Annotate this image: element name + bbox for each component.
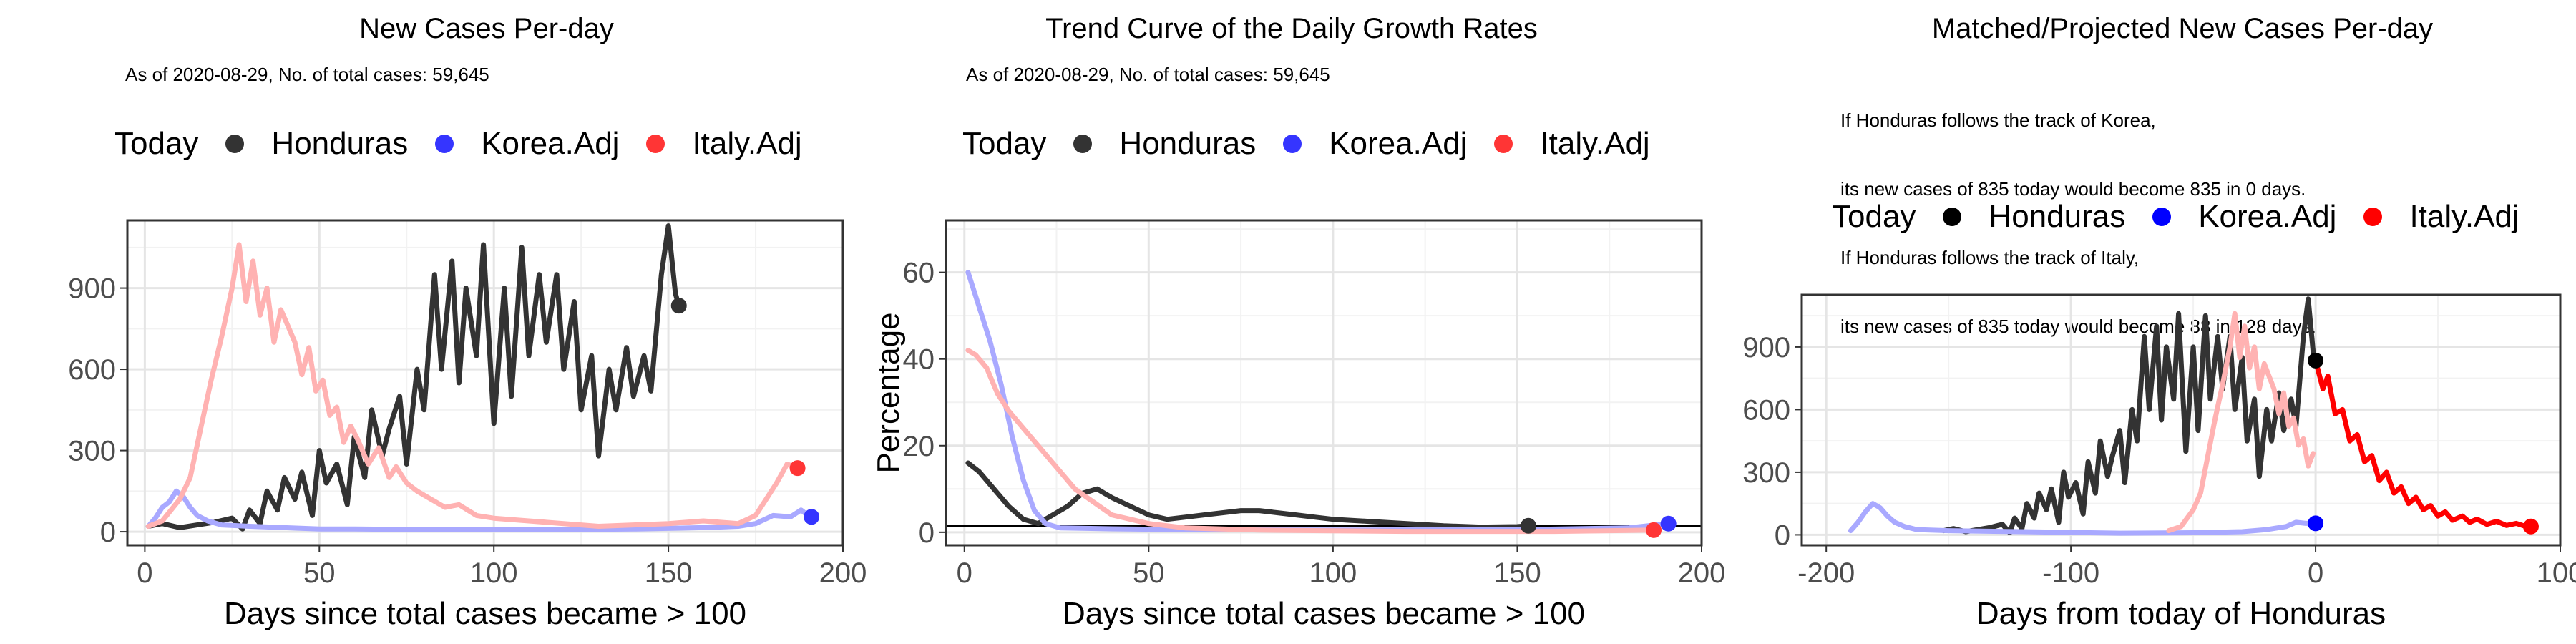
legend-item-italy: Italy.Adj: [2363, 199, 2519, 235]
series-line-korea: [145, 488, 814, 532]
panel-growth-rates: Trend Curve of the Daily Growth Rates As…: [859, 0, 1725, 644]
legend-dot-honduras: [225, 135, 245, 153]
legend-label-honduras: Honduras: [271, 126, 409, 161]
series-line-italy: [145, 242, 801, 529]
legend: Today Honduras Korea.Adj Italy.Adj: [1832, 199, 2519, 235]
legend-label-honduras: Honduras: [1989, 199, 2126, 234]
series-line-italy_proj: [2313, 358, 2534, 530]
today-point-korea: [1660, 515, 1677, 532]
chart-title: New Cases Per-day: [359, 13, 614, 44]
today-point-korea: [2308, 515, 2324, 532]
x-tick-label: 150: [1493, 557, 1541, 589]
plot-border: [1800, 293, 2562, 547]
y-tick-label: 0: [1775, 519, 1790, 551]
legend-dot-italy: [2363, 208, 2383, 226]
legend-item-korea: Korea.Adj: [435, 126, 619, 162]
y-tick-label: 40: [903, 344, 935, 376]
x-tick-label: 0: [957, 557, 972, 589]
x-tick-label: 200: [819, 557, 867, 589]
x-tick-label: 50: [303, 557, 336, 589]
x-tick-label: -100: [2042, 557, 2099, 589]
legend-item-italy: Italy.Adj: [1494, 126, 1650, 162]
subtitle-line: its new cases of 835 today would become …: [1840, 178, 2306, 200]
legend-label-honduras: Honduras: [1119, 126, 1257, 161]
y-tick-label: 900: [68, 273, 116, 305]
x-tick-label: 200: [1678, 557, 1726, 589]
series-line-honduras: [965, 460, 1531, 530]
series-line-italy: [2166, 311, 2316, 534]
chart-title: Trend Curve of the Daily Growth Rates: [1045, 13, 1538, 44]
x-tick-label: 100: [1309, 557, 1357, 589]
panel-new-cases: New Cases Per-day As of 2020-08-29, No. …: [0, 0, 867, 644]
legend-dot-honduras: [1073, 135, 1093, 153]
legend-dot-honduras: [1943, 208, 1962, 226]
plot-border: [126, 219, 844, 547]
legend-label-italy: Italy.Adj: [2409, 199, 2519, 234]
y-tick-label: 0: [100, 517, 116, 548]
x-axis-label: Days from today of Honduras: [1976, 596, 2386, 631]
subtitle-line: If Honduras follows the track of Korea,: [1840, 109, 2156, 131]
legend-item-honduras: Honduras: [1073, 126, 1256, 162]
panel-projected: Matched/Projected New Cases Per-day If H…: [1717, 0, 2576, 644]
series-line-honduras: [145, 223, 682, 532]
legend-label-korea: Korea.Adj: [2198, 199, 2337, 234]
y-tick-label: 60: [903, 258, 935, 289]
today-point-italy: [789, 460, 806, 477]
today-point-italy_proj: [2522, 518, 2539, 535]
legend: Today Honduras Korea.Adj Italy.Adj: [114, 126, 829, 162]
legend-item-italy: Italy.Adj: [646, 126, 802, 162]
legend-label-korea: Korea.Adj: [481, 126, 620, 161]
x-tick-label: 50: [1133, 557, 1165, 589]
x-tick-label: 0: [137, 557, 152, 589]
legend-title: Today: [1832, 199, 1916, 234]
y-tick-label: 300: [1742, 457, 1790, 489]
x-axis-label: Days since total cases became > 100: [224, 596, 746, 631]
chart-title: Matched/Projected New Cases Per-day: [1931, 13, 2434, 44]
legend-item-honduras: Honduras: [225, 126, 408, 162]
chart-subtitle: As of 2020-08-29, No. of total cases: 59…: [125, 64, 489, 85]
subtitle-line: If Honduras follows the track of Italy,: [1840, 247, 2140, 268]
legend-dot-italy: [1494, 135, 1513, 153]
legend-title: Today: [114, 126, 199, 161]
y-axis-label: Percentage: [871, 312, 906, 473]
legend-label-italy: Italy.Adj: [692, 126, 802, 161]
series-line-italy: [965, 348, 1657, 535]
legend-label-italy: Italy.Adj: [1540, 126, 1650, 161]
plot-new-cases: 0 50 100 150 200 0 300 600 900 Days since total c…: [68, 219, 867, 631]
today-point-korea: [804, 509, 820, 525]
series-line-korea: [965, 270, 1672, 533]
y-tick-label: 0: [919, 517, 935, 549]
y-tick-label: 600: [68, 354, 116, 386]
legend-dot-korea: [2152, 208, 2172, 226]
x-axis-label: Days since total cases became > 100: [1063, 596, 1585, 631]
x-tick-label: 150: [645, 557, 693, 589]
legend-dot-italy: [646, 135, 665, 153]
legend-item-honduras: Honduras: [1943, 199, 2125, 235]
chart-subtitle: As of 2020-08-29, No. of total cases: 59…: [966, 64, 1330, 85]
legend-dot-korea: [1283, 135, 1302, 153]
series-line-korea: [1848, 501, 2318, 536]
series-line-honduras: [1941, 296, 2318, 535]
legend-item-korea: Korea.Adj: [2152, 199, 2336, 235]
today-point-honduras: [1520, 517, 1536, 534]
legend-title: Today: [962, 126, 1047, 161]
today-point-honduras: [2308, 352, 2324, 369]
y-tick-label: 600: [1742, 394, 1790, 426]
x-tick-label: 0: [2308, 557, 2323, 589]
legend-label-korea: Korea.Adj: [1329, 126, 1468, 161]
y-tick-label: 20: [903, 431, 935, 462]
x-tick-label: 100: [470, 557, 518, 589]
today-point-italy: [1646, 522, 1662, 538]
today-point-honduras: [670, 298, 687, 314]
plot-growth-rates: 0 50 100 150 200 0 20 40 60 Days since total case…: [871, 219, 1725, 631]
legend-dot-korea: [435, 135, 454, 153]
y-tick-label: 300: [68, 436, 116, 467]
legend-item-korea: Korea.Adj: [1283, 126, 1467, 162]
plot-projected: -200 -100 0 100 0 300 600 900 Days from today of…: [1742, 293, 2576, 631]
legend: Today Honduras Korea.Adj Italy.Adj: [962, 126, 1677, 162]
x-tick-label: 100: [2537, 557, 2576, 589]
y-tick-label: 900: [1742, 332, 1790, 364]
x-tick-label: -200: [1797, 557, 1855, 589]
plot-border: [945, 219, 1703, 547]
